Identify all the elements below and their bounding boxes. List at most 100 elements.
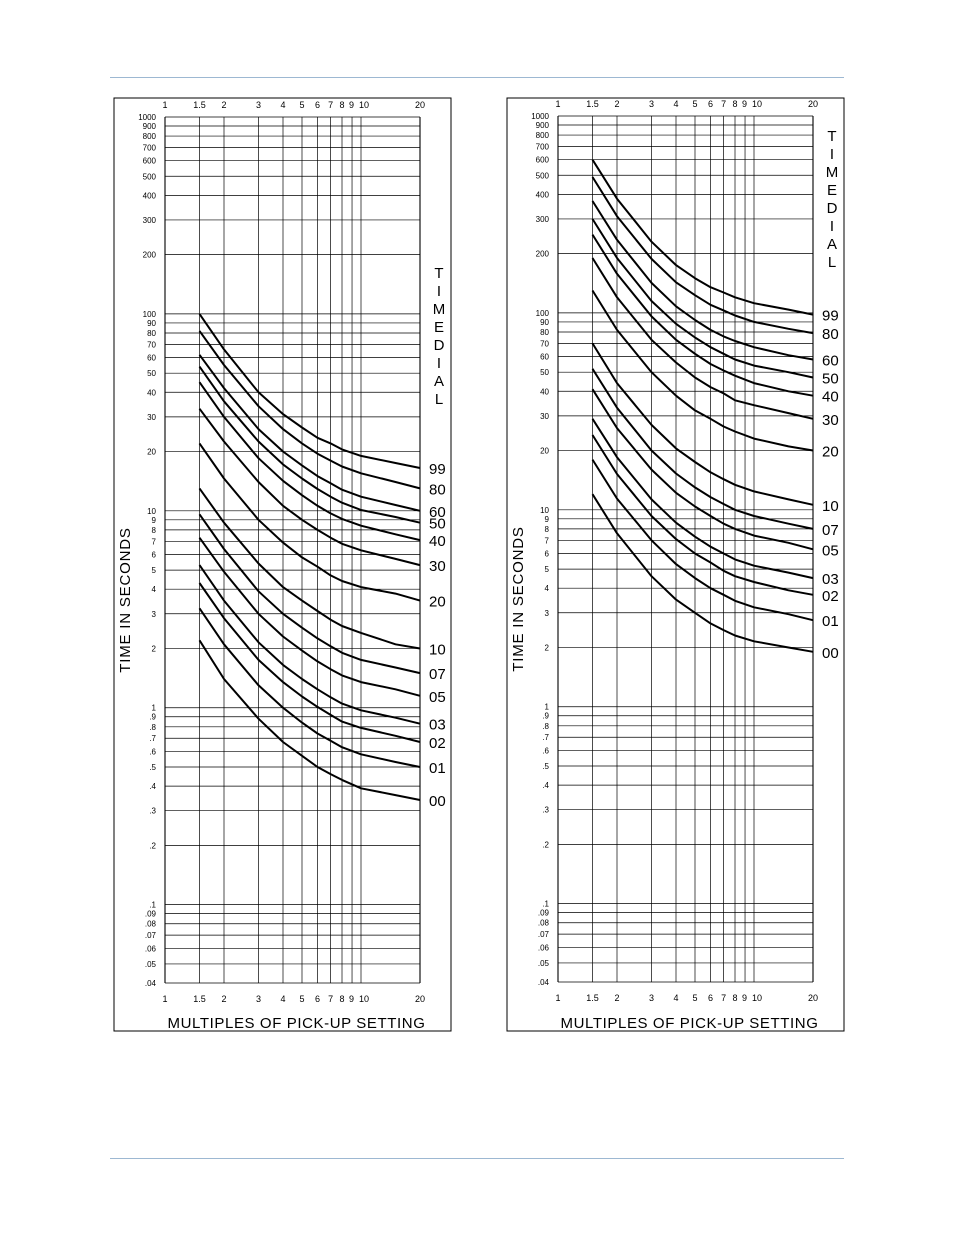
series-curve-10 (198, 487, 421, 650)
y-tick-label: 9 (545, 515, 550, 524)
x-tick-label-bottom: 8 (732, 993, 737, 1003)
legend-title-letter: M (826, 164, 839, 181)
legend-title-letter: D (434, 337, 445, 354)
y-tick-label: .07 (145, 931, 157, 940)
series-label-02: 02 (822, 588, 839, 605)
x-tick-label-top: 4 (280, 100, 285, 110)
y-tick-label: 2 (152, 644, 157, 653)
x-tick-label-top: 1.5 (586, 99, 599, 109)
series-curve-03 (591, 418, 814, 580)
y-tick-label: 70 (540, 339, 549, 348)
x-tick-label-top: 4 (673, 99, 678, 109)
x-tick-label-bottom: 1.5 (586, 993, 599, 1003)
x-tick-label-top: 8 (732, 99, 737, 109)
series-curve-07 (198, 513, 421, 675)
y-tick-label: 200 (536, 250, 550, 259)
series-curve-60 (198, 354, 421, 512)
chart-panel-2: 111.51.522334455667788991010202010009008… (506, 97, 845, 1032)
y-tick-label: .7 (542, 733, 549, 742)
series-label-00: 00 (822, 645, 839, 662)
y-tick-label: 4 (545, 584, 550, 593)
x-tick-label-top: 7 (721, 99, 726, 109)
y-tick-label: 1 (545, 703, 550, 712)
x-tick-label-bottom: 2 (614, 993, 619, 1003)
series-curve-20 (198, 442, 421, 602)
series-curve-01 (591, 459, 814, 622)
legend-title-letter: A (827, 236, 837, 253)
y-tick-label: 900 (536, 121, 550, 130)
x-tick-label-top: 1.5 (193, 100, 206, 110)
series-curve-40 (198, 381, 421, 542)
y-tick-label: 400 (536, 190, 550, 199)
series-curve-02 (198, 582, 421, 743)
y-tick-label: .09 (538, 909, 550, 918)
footer-rule (110, 1158, 844, 1159)
series-label-40: 40 (429, 533, 446, 550)
y-tick-label: .06 (538, 943, 550, 952)
series-label-01: 01 (429, 760, 446, 777)
y-tick-label: 20 (540, 447, 549, 456)
series-curve-07 (591, 368, 814, 530)
x-tick-label-bottom: 7 (721, 993, 726, 1003)
y-tick-label: .6 (542, 746, 549, 755)
legend-title-letter: I (830, 146, 834, 163)
y-tick-label: 10 (540, 506, 549, 515)
y-tick-label: 80 (147, 329, 156, 338)
x-tick-label-bottom: 20 (415, 994, 425, 1004)
series-curve-10 (591, 342, 814, 506)
x-tick-label-top: 3 (256, 100, 261, 110)
header-rule (110, 77, 844, 78)
y-tick-label: 7 (152, 537, 157, 546)
legend-title-letter: T (827, 128, 836, 145)
series-label-05: 05 (429, 689, 446, 706)
y-tick-label: .1 (149, 901, 156, 910)
y-tick-label: 1000 (138, 113, 156, 122)
x-tick-label-bottom: 10 (359, 994, 369, 1004)
series-label-60: 60 (822, 352, 839, 369)
x-tick-label-bottom: 1.5 (193, 994, 206, 1004)
x-tick-label-top: 8 (339, 100, 344, 110)
series-curve-99 (198, 313, 421, 469)
x-axis-label: MULTIPLES OF PICK-UP SETTING (561, 1015, 819, 1032)
y-tick-label: 5 (152, 566, 157, 575)
series-label-10: 10 (822, 498, 839, 515)
y-tick-label: 30 (540, 412, 549, 421)
y-tick-label: 800 (143, 132, 157, 141)
series-curve-05 (198, 537, 421, 697)
x-tick-label-bottom: 2 (221, 994, 226, 1004)
x-tick-label-bottom: 5 (692, 993, 697, 1003)
y-tick-label: 500 (536, 171, 550, 180)
x-tick-label-top: 2 (221, 100, 226, 110)
y-tick-label: 500 (143, 172, 157, 181)
series-label-03: 03 (429, 717, 446, 734)
y-tick-label: 9 (152, 516, 157, 525)
series-curve-20 (591, 289, 814, 452)
y-tick-label: .2 (542, 840, 549, 849)
y-tick-label: 700 (536, 143, 550, 152)
series-label-80: 80 (429, 481, 446, 498)
y-tick-label: 1000 (531, 112, 549, 121)
x-tick-label-top: 3 (649, 99, 654, 109)
series-label-07: 07 (429, 666, 446, 683)
series-label-03: 03 (822, 571, 839, 588)
x-tick-label-bottom: 3 (649, 993, 654, 1003)
chart-frame (506, 97, 845, 1032)
x-tick-label-bottom: 8 (339, 994, 344, 1004)
y-tick-label: .05 (538, 959, 550, 968)
y-tick-label: 4 (152, 585, 157, 594)
y-tick-label: 400 (143, 191, 157, 200)
y-tick-label: .3 (149, 807, 156, 816)
series-curve-40 (591, 234, 814, 397)
y-tick-label: 200 (143, 251, 157, 260)
y-tick-label: .4 (149, 782, 156, 791)
y-tick-label: 5 (545, 565, 550, 574)
x-tick-label-top: 5 (692, 99, 697, 109)
x-tick-label-top: 9 (349, 100, 354, 110)
y-tick-label: 100 (143, 310, 157, 319)
series-label-07: 07 (822, 522, 839, 539)
series-label-30: 30 (429, 558, 446, 575)
y-tick-label: 900 (143, 122, 157, 131)
